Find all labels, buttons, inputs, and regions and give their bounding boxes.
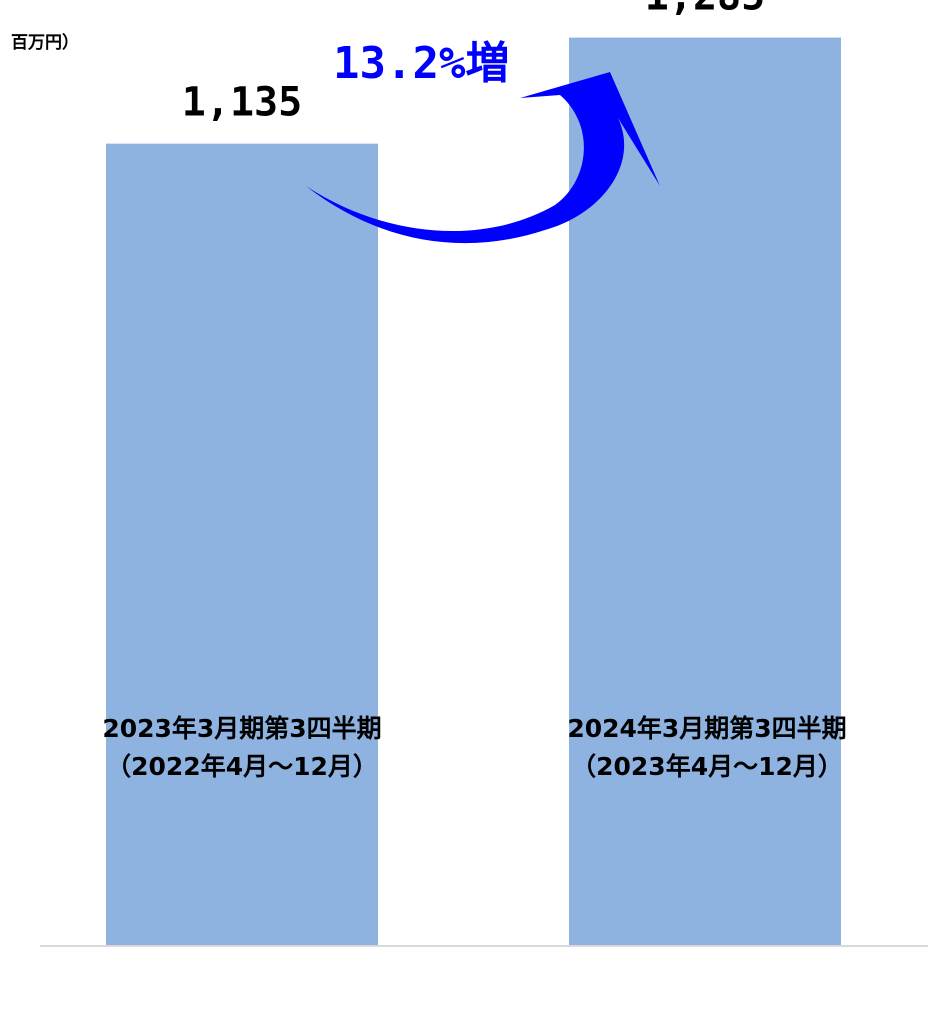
category-months: （2023年4月～12月） [571, 752, 843, 781]
value-label-1: 1,285 [645, 0, 765, 20]
growth-annotation: 13.2%増 [333, 38, 509, 89]
bars-group [106, 37, 841, 947]
category-label-2023: 2023年3月期第3四半期 （2022年4月～12月） [52, 710, 432, 786]
category-months: （2022年4月～12月） [106, 752, 378, 781]
value-label-0: 1,135 [182, 80, 302, 126]
value-labels-group: 1,135 1,285 [182, 0, 765, 126]
category-period: 2023年3月期第3四半期 [102, 714, 382, 743]
bar-1 [569, 37, 841, 947]
category-label-2024: 2024年3月期第3四半期 （2023年4月～12月） [517, 710, 897, 786]
growth-arrow [306, 72, 660, 244]
bar-0 [106, 143, 378, 946]
unit-label: ：百万円） [0, 33, 79, 53]
category-period: 2024年3月期第3四半期 [567, 714, 847, 743]
